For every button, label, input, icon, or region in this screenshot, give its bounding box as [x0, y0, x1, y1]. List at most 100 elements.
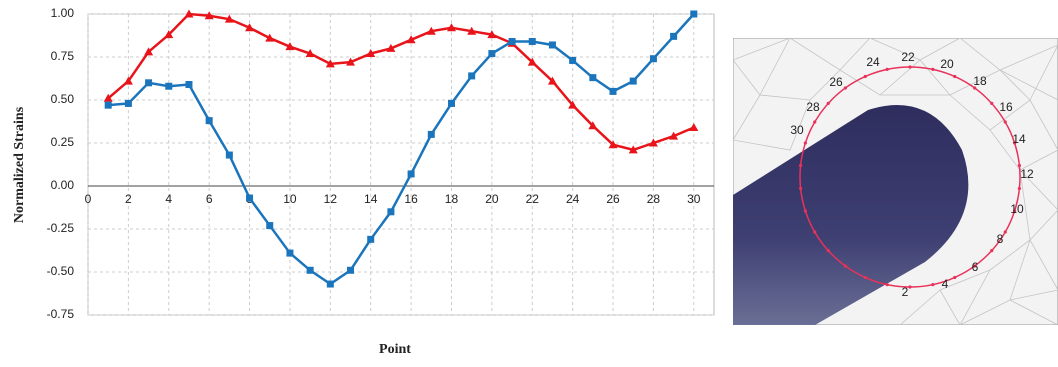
marker	[549, 41, 556, 48]
y-tick-label: -0.50	[47, 264, 75, 278]
point-label: 10	[1010, 202, 1024, 216]
page: Normalized Strains Point 246810121416182…	[0, 0, 1058, 362]
marker	[246, 195, 253, 202]
marker	[569, 57, 576, 64]
marker	[206, 117, 213, 124]
x-tick-label: 6	[206, 192, 213, 206]
x-tick-label: 26	[606, 192, 620, 206]
gauge-point	[908, 285, 911, 288]
point-label: 12	[1020, 167, 1034, 181]
x-tick-label: 30	[687, 192, 701, 206]
point-label: 30	[790, 123, 804, 137]
point-label: 26	[829, 75, 843, 89]
x-tick-label: 16	[404, 192, 418, 206]
gauge-point	[813, 120, 816, 123]
point-label: 24	[866, 55, 880, 69]
y-tick-label: -0.25	[47, 221, 75, 235]
x-tick-label: 0	[85, 192, 92, 206]
point-label: 28	[806, 100, 820, 114]
gauge-point	[990, 249, 993, 252]
point-label: 18	[973, 74, 987, 88]
y-tick-label: 0.50	[51, 92, 75, 106]
gauge-point	[886, 68, 889, 71]
x-tick-label: 24	[566, 192, 580, 206]
x-tick-label: 4	[165, 192, 172, 206]
gauge-point	[1004, 120, 1007, 123]
marker	[266, 222, 273, 229]
marker	[307, 267, 314, 274]
point-label: 22	[901, 50, 915, 64]
gauge-point	[799, 164, 802, 167]
line	[108, 14, 694, 284]
marker	[488, 50, 495, 57]
gauge-point	[864, 75, 867, 78]
x-tick-label: 18	[445, 192, 459, 206]
gauge-point	[990, 102, 993, 105]
marker	[650, 55, 657, 62]
marker	[125, 100, 132, 107]
x-tick-label: 20	[485, 192, 499, 206]
gauge-point	[953, 75, 956, 78]
gauge-point	[864, 276, 867, 279]
gauge-point	[799, 187, 802, 190]
x-tick-label: 22	[526, 192, 540, 206]
point-label: 14	[1012, 132, 1026, 146]
gauge-point	[1018, 187, 1021, 190]
marker	[367, 236, 374, 243]
marker	[347, 267, 354, 274]
gauge-point	[827, 102, 830, 105]
marker	[408, 170, 415, 177]
point-label: 2	[902, 285, 909, 299]
marker	[185, 81, 192, 88]
x-tick-label: 12	[324, 192, 338, 206]
x-tick-label: 28	[647, 192, 661, 206]
gauge-point	[804, 141, 807, 144]
marker	[165, 83, 172, 90]
gauge-point	[844, 86, 847, 89]
marker	[589, 74, 596, 81]
y-tick-label: 0.25	[51, 135, 75, 149]
y-tick-label: 0.75	[51, 49, 75, 63]
marker	[105, 102, 112, 109]
marker	[689, 123, 698, 131]
marker	[226, 152, 233, 159]
marker	[630, 78, 637, 85]
y-tick-label: 0.00	[51, 178, 75, 192]
gauge-point	[931, 283, 934, 286]
gauge-point	[804, 209, 807, 212]
gauge-point	[844, 264, 847, 267]
gauge-point	[908, 65, 911, 68]
x-axis-label: Point	[379, 342, 411, 357]
point-label: 4	[942, 277, 949, 291]
point-label: 6	[972, 260, 979, 274]
gauge-point	[886, 283, 889, 286]
marker	[387, 208, 394, 215]
gauge-point	[953, 276, 956, 279]
gauge-point	[931, 68, 934, 71]
plot-area	[88, 14, 714, 315]
marker	[448, 100, 455, 107]
marker	[468, 72, 475, 79]
marker	[145, 79, 152, 86]
x-tick-label: 14	[364, 192, 378, 206]
y-axis-label: Normalized Strains	[12, 106, 27, 223]
point-label: 16	[999, 100, 1013, 114]
marker	[327, 281, 334, 288]
gauge-point	[827, 249, 830, 252]
marker	[529, 38, 536, 45]
gauge-point	[1004, 230, 1007, 233]
marker	[690, 11, 697, 18]
x-tick-label: 10	[283, 192, 297, 206]
gauge-point	[813, 230, 816, 233]
marker	[509, 38, 516, 45]
marker	[286, 250, 293, 257]
x-tick-label: 2	[125, 192, 132, 206]
line	[108, 14, 694, 150]
y-tick-label: 1.00	[51, 6, 75, 20]
marker	[670, 33, 677, 40]
y-tick-label: -0.75	[47, 307, 75, 321]
point-label: 8	[997, 232, 1004, 246]
marker	[610, 88, 617, 95]
point-label: 20	[940, 57, 954, 71]
